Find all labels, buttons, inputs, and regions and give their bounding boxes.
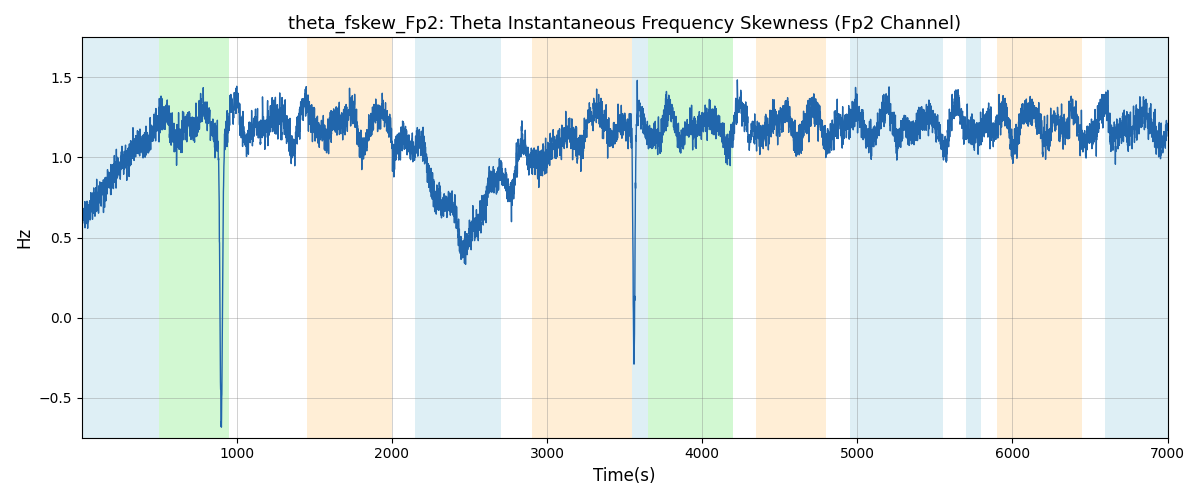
Bar xyxy=(632,38,648,438)
Bar xyxy=(532,38,632,438)
Bar xyxy=(415,38,500,438)
Y-axis label: Hz: Hz xyxy=(14,227,34,248)
Bar xyxy=(966,38,982,438)
Bar xyxy=(307,38,392,438)
X-axis label: Time(s): Time(s) xyxy=(593,467,656,485)
Title: theta_fskew_Fp2: Theta Instantaneous Frequency Skewness (Fp2 Channel): theta_fskew_Fp2: Theta Instantaneous Fre… xyxy=(288,15,961,34)
Bar xyxy=(648,38,733,438)
Bar xyxy=(756,38,827,438)
Bar xyxy=(850,38,943,438)
Bar xyxy=(997,38,1082,438)
Bar xyxy=(82,38,160,438)
Bar xyxy=(160,38,229,438)
Bar xyxy=(1105,38,1168,438)
